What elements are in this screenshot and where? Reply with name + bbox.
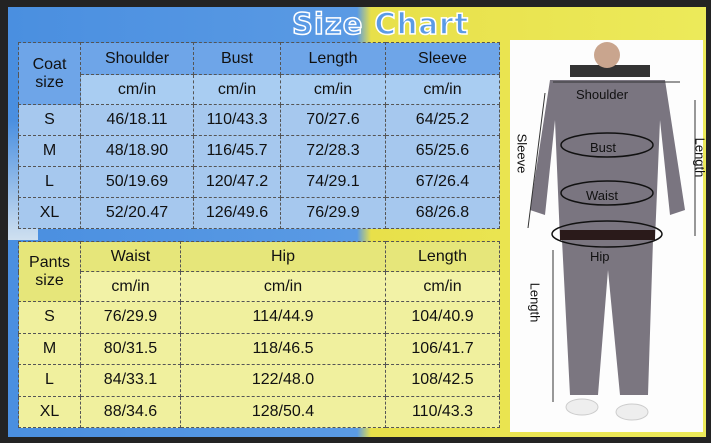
measurement-cell: 68/26.8 — [385, 197, 500, 229]
size-row-xl: XL 88/34.6 128/50.4 110/43.3 — [18, 395, 500, 428]
header-cell: Length — [280, 42, 386, 75]
size-cell: S — [18, 301, 81, 334]
chart-title: Size Chart — [291, 6, 470, 42]
measurement-cell: 74/29.1 — [280, 166, 386, 198]
header-cell: Waist — [80, 241, 181, 272]
size-row-l: L 50/19.69 120/47.2 74/29.1 67/26.4 — [18, 166, 500, 198]
waist-label: Waist — [586, 188, 619, 203]
header-cell: Bust — [193, 42, 281, 75]
pants-size-label: Pants size — [18, 241, 81, 302]
size-row-xl: XL 52/20.47 126/49.6 76/29.9 68/26.8 — [18, 197, 500, 229]
measurement-cell: 64/25.2 — [385, 104, 500, 136]
measurement-cell: 104/40.9 — [385, 301, 500, 334]
measurement-cell: 65/25.6 — [385, 135, 500, 167]
measurement-cell: 110/43.3 — [193, 104, 281, 136]
measurement-cell: 48/18.90 — [80, 135, 194, 167]
pants-size-table: Pants size Waist Hip Length cm/in cm/in cm… — [18, 241, 500, 428]
tracksuit-illustration — [527, 42, 696, 421]
measurement-cell: 126/49.6 — [193, 197, 281, 229]
header-cell: Hip — [180, 241, 386, 272]
measurement-cell: 46/18.11 — [80, 104, 194, 136]
size-cell: XL — [18, 197, 81, 229]
size-row-s: S 76/29.9 114/44.9 104/40.9 — [18, 301, 500, 334]
measurement-cell: 76/29.9 — [280, 197, 386, 229]
coat-size-table: Coat size Shoulder Bust Length Sleeve cm… — [18, 42, 500, 229]
measurement-cell: 52/20.47 — [80, 197, 194, 229]
measurement-cell: 50/19.69 — [80, 166, 194, 198]
measurement-cell: 128/50.4 — [180, 395, 386, 428]
size-row-m: M 80/31.5 118/46.5 106/41.7 — [18, 332, 500, 365]
measurement-cell: 88/34.6 — [80, 395, 181, 428]
measurement-cell: 84/33.1 — [80, 364, 181, 397]
model-figure: Shoulder Bust Waist Hip Sleeve Length Le… — [510, 40, 707, 432]
pants-length-label: Length — [527, 282, 543, 323]
unit-cell: cm/in — [193, 74, 281, 105]
shoulder-label: Shoulder — [576, 87, 629, 102]
header-cell: Length — [385, 241, 500, 272]
header-cell: Shoulder — [80, 42, 194, 75]
measurement-cell: 72/28.3 — [280, 135, 386, 167]
measurement-cell: 110/43.3 — [385, 395, 500, 428]
measurement-cell: 106/41.7 — [385, 332, 500, 365]
sleeve-label: Sleeve — [514, 133, 530, 174]
hip-label: Hip — [590, 249, 610, 264]
measurement-cell: 118/46.5 — [180, 332, 386, 365]
size-cell: XL — [18, 395, 81, 428]
unit-cell: cm/in — [385, 271, 500, 302]
size-row-l: L 84/33.1 122/48.0 108/42.5 — [18, 364, 500, 397]
size-cell: M — [18, 135, 81, 167]
unit-cell: cm/in — [80, 271, 181, 302]
size-cell: L — [18, 364, 81, 397]
measurement-cell: 67/26.4 — [385, 166, 500, 198]
unit-cell: cm/in — [385, 74, 500, 105]
measurement-cell: 70/27.6 — [280, 104, 386, 136]
unit-cell: cm/in — [280, 74, 386, 105]
measurement-cell: 114/44.9 — [180, 301, 386, 334]
header-cell: Sleeve — [385, 42, 500, 75]
coat-length-label: Length — [692, 137, 708, 178]
unit-cell: cm/in — [80, 74, 194, 105]
measurement-cell: 122/48.0 — [180, 364, 386, 397]
size-cell: M — [18, 332, 81, 365]
size-row-m: M 48/18.90 116/45.7 72/28.3 65/25.6 — [18, 135, 500, 167]
measurement-cell: 116/45.7 — [193, 135, 281, 167]
size-row-s: S 46/18.11 110/43.3 70/27.6 64/25.2 — [18, 104, 500, 136]
bust-label: Bust — [590, 140, 617, 155]
measurement-cell: 76/29.9 — [80, 301, 181, 334]
measurement-cell: 108/42.5 — [385, 364, 500, 397]
measurement-cell: 80/31.5 — [80, 332, 181, 365]
size-cell: S — [18, 104, 81, 136]
coat-size-label: Coat size — [18, 42, 81, 105]
size-cell: L — [18, 166, 81, 198]
measurement-cell: 120/47.2 — [193, 166, 281, 198]
unit-cell: cm/in — [180, 271, 386, 302]
